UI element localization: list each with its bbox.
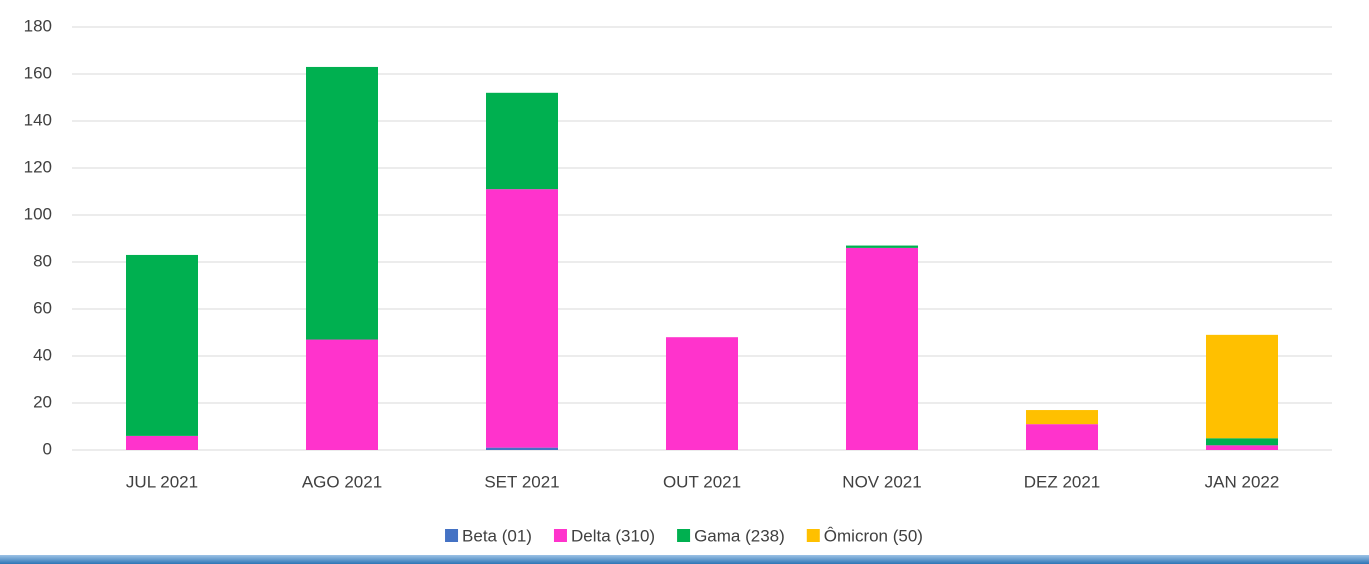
bar-segment <box>1026 424 1098 450</box>
bar-segment <box>126 435 198 450</box>
x-tick-label: DEZ 2021 <box>1024 472 1101 491</box>
x-tick-label: SET 2021 <box>484 472 559 491</box>
bar-segment <box>1026 410 1098 425</box>
bar-segment <box>306 66 378 340</box>
bottom-band <box>0 555 1369 564</box>
legend-swatch <box>445 529 459 542</box>
bar-segment <box>1206 438 1278 446</box>
y-tick-label: 180 <box>24 16 52 35</box>
y-tick-label: 80 <box>33 251 52 270</box>
bar-segment <box>126 254 198 436</box>
bar-segment <box>486 189 558 448</box>
y-tick-label: 40 <box>33 345 52 364</box>
x-tick-label: JUL 2021 <box>126 472 198 491</box>
x-tick-label: NOV 2021 <box>842 472 921 491</box>
bar-segment <box>666 337 738 450</box>
legend-swatch <box>553 529 567 542</box>
y-tick-label: 0 <box>43 439 52 458</box>
x-tick-label: AGO 2021 <box>302 472 382 491</box>
y-tick-label: 140 <box>24 110 52 129</box>
legend-label: Ômicron (50) <box>824 526 923 545</box>
bar-segment <box>306 339 378 450</box>
legend-swatch <box>806 529 820 542</box>
bar-segment <box>846 247 918 450</box>
bar-segment <box>1206 445 1278 450</box>
y-tick-label: 120 <box>24 157 52 176</box>
legend-label: Gama (238) <box>694 526 785 545</box>
bar-segment <box>1206 334 1278 439</box>
y-tick-label: 100 <box>24 204 52 223</box>
x-tick-label: JAN 2022 <box>1205 472 1280 491</box>
bar-segment <box>486 92 558 190</box>
y-tick-label: 60 <box>33 298 52 317</box>
bar-segment <box>846 245 918 248</box>
legend-label: Beta (01) <box>462 526 532 545</box>
y-tick-label: 20 <box>33 392 52 411</box>
legend-swatch <box>677 529 691 542</box>
legend-label: Delta (310) <box>571 526 655 545</box>
y-tick-label: 160 <box>24 63 52 82</box>
x-tick-label: OUT 2021 <box>663 472 741 491</box>
bar-segment <box>486 447 558 450</box>
